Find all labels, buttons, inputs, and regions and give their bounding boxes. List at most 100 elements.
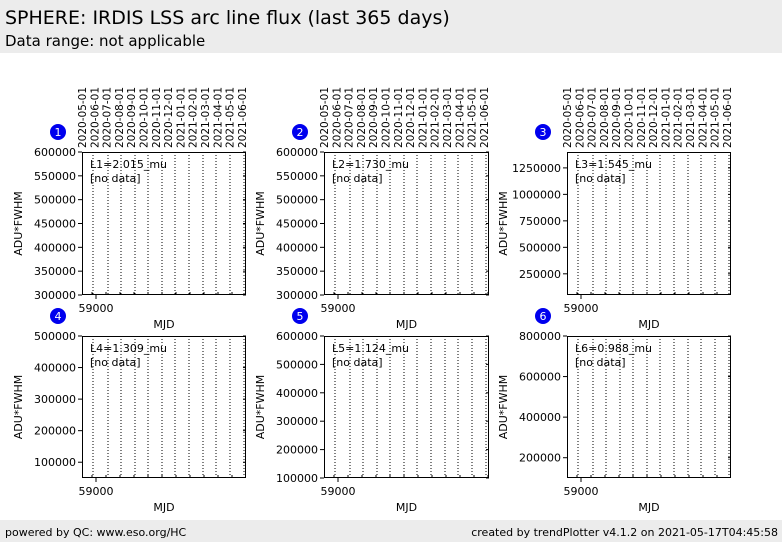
chart6-y-tick-label-1: 400000 (519, 411, 561, 424)
chart4-no-data-note: [no data] (90, 356, 141, 369)
chart4-y-tick-label-2: 300000 (34, 393, 76, 406)
chart1-date-label-10: 2021-03-01 (200, 87, 212, 148)
chart2-date-label-9: 2021-02-01 (430, 87, 442, 148)
chart6-y-tick-label-2: 600000 (519, 371, 561, 384)
chart2-y-tick-label-4: 500000 (276, 194, 318, 207)
chart2-annotation: L2=1.730_mu (332, 158, 409, 171)
chart3-date-label-9: 2021-02-01 (673, 87, 685, 148)
chart3-marker-number: 3 (540, 126, 547, 139)
chart6-x-tick-label-0: 59000 (564, 485, 599, 498)
chart5-y-tick-label-4: 500000 (276, 358, 318, 371)
chart6-frame (567, 336, 731, 478)
chart1-date-label-2: 2020-07-01 (102, 87, 114, 148)
chart6-marker-badge (535, 308, 551, 324)
chart2-date-label-12: 2021-05-01 (467, 87, 479, 148)
chart2-date-label-7: 2020-12-01 (405, 87, 417, 148)
page-subtitle: Data range: not applicable (5, 32, 206, 50)
chart4-marker-number: 4 (55, 310, 62, 323)
chart4-y-tick-label-1: 200000 (34, 425, 76, 438)
chart3-x-axis-label: MJD (638, 318, 659, 331)
chart2-date-label-2: 2020-07-01 (344, 87, 356, 148)
chart4-frame (82, 336, 246, 478)
chart3-x-tick-label-0: 59000 (564, 302, 599, 315)
chart1-date-label-12: 2021-05-01 (225, 87, 237, 148)
footer-credit: powered by QC: www.eso.org/HC (5, 526, 187, 539)
chart3-date-label-10: 2021-03-01 (685, 87, 697, 148)
chart2-y-tick-label-6: 600000 (276, 146, 318, 159)
chart2-marker-badge (292, 124, 308, 140)
chart3-date-label-12: 2021-05-01 (710, 87, 722, 148)
chart1-no-data-note: [no data] (90, 172, 141, 185)
chart1-date-label-5: 2020-10-01 (139, 87, 151, 148)
chart1-date-label-1: 2020-06-01 (89, 87, 101, 148)
chart1-y-axis-label: ADU*FWHM (12, 191, 25, 256)
chart2-y-tick-label-0: 300000 (276, 289, 318, 302)
chart2-date-label-11: 2021-04-01 (454, 87, 466, 148)
chart1-x-axis-label: MJD (153, 318, 174, 331)
chart1-date-label-4: 2020-09-01 (126, 87, 138, 148)
chart3-marker-badge (535, 124, 551, 140)
chart2-date-label-6: 2020-11-01 (393, 87, 405, 148)
chart5-y-tick-label-3: 400000 (276, 387, 318, 400)
chart3-date-label-8: 2021-01-01 (660, 87, 672, 148)
chart3-y-tick-label-0: 250000 (519, 268, 561, 281)
chart4-y-tick-label-3: 400000 (34, 362, 76, 375)
chart2-y-tick-label-1: 350000 (276, 265, 318, 278)
chart3-y-tick-label-3: 1000000 (512, 188, 561, 201)
chart1-x-tick-label-0: 59000 (79, 302, 114, 315)
chart6-annotation: L6=0.988_mu (575, 342, 652, 355)
chart4-y-axis-label: ADU*FWHM (12, 375, 25, 440)
chart2-date-label-8: 2021-01-01 (417, 87, 429, 148)
chart1-y-tick-label-3: 450000 (34, 218, 76, 231)
chart3-date-label-7: 2020-12-01 (648, 87, 660, 148)
chart1-date-label-6: 2020-11-01 (151, 87, 163, 148)
chart4-annotation: L4=1.309_mu (90, 342, 167, 355)
chart1-date-label-3: 2020-08-01 (114, 87, 126, 148)
chart5-y-tick-label-0: 100000 (276, 472, 318, 485)
chart3-no-data-note: [no data] (575, 172, 626, 185)
chart6-marker-number: 6 (540, 310, 547, 323)
chart5-x-axis-label: MJD (396, 501, 417, 514)
chart1-date-label-11: 2021-04-01 (212, 87, 224, 148)
chart3-date-label-11: 2021-04-01 (697, 87, 709, 148)
chart6-y-tick-label-0: 200000 (519, 452, 561, 465)
chart5-frame (324, 336, 489, 478)
chart2-y-tick-label-5: 550000 (276, 170, 318, 183)
chart4-y-tick-label-0: 100000 (34, 456, 76, 469)
chart1-date-label-9: 2021-02-01 (188, 87, 200, 148)
chart3-date-label-4: 2020-09-01 (611, 87, 623, 148)
chart5-no-data-note: [no data] (332, 356, 383, 369)
chart5-y-tick-label-5: 600000 (276, 330, 318, 343)
chart5-y-tick-label-1: 200000 (276, 444, 318, 457)
chart3-date-label-13: 2021-06-01 (722, 87, 734, 148)
chart5-y-axis-label: ADU*FWHM (254, 375, 267, 440)
chart1-y-tick-label-1: 350000 (34, 265, 76, 278)
chart5-marker-badge (292, 308, 308, 324)
chart3-y-tick-label-4: 1250000 (512, 162, 561, 175)
chart2-date-label-0: 2020-05-01 (319, 87, 331, 148)
chart2-date-label-3: 2020-08-01 (356, 87, 368, 148)
chart2-date-label-13: 2021-06-01 (479, 87, 491, 148)
chart5-marker-number: 5 (297, 310, 304, 323)
chart1-marker-badge (50, 124, 66, 140)
chart5-x-tick-label-0: 59000 (321, 485, 356, 498)
chart4-x-tick-label-0: 59000 (79, 485, 114, 498)
chart6-y-tick-label-3: 800000 (519, 330, 561, 343)
chart1-y-tick-label-0: 300000 (34, 289, 76, 302)
chart2-date-label-10: 2021-03-01 (442, 87, 454, 148)
chart6-x-axis-label: MJD (638, 501, 659, 514)
chart3-date-label-0: 2020-05-01 (562, 87, 574, 148)
chart3-date-label-6: 2020-11-01 (636, 87, 648, 148)
chart2-no-data-note: [no data] (332, 172, 383, 185)
chart4-y-tick-label-4: 500000 (34, 330, 76, 343)
page-header: SPHERE: IRDIS LSS arc line flux (last 36… (0, 0, 782, 53)
chart1-y-tick-label-2: 400000 (34, 241, 76, 254)
chart5-annotation: L5=1.124_mu (332, 342, 409, 355)
chart2-y-tick-label-2: 400000 (276, 241, 318, 254)
chart3-date-label-1: 2020-06-01 (574, 87, 586, 148)
chart2-date-label-5: 2020-10-01 (381, 87, 393, 148)
chart3-date-label-3: 2020-08-01 (599, 87, 611, 148)
chart3-y-tick-label-1: 500000 (519, 241, 561, 254)
chart4-marker-badge (50, 308, 66, 324)
